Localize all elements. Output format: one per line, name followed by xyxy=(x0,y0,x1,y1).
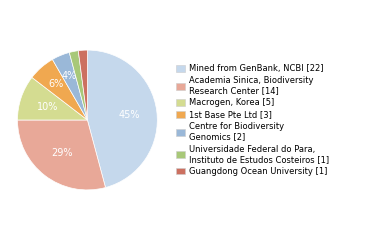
Wedge shape xyxy=(87,50,157,187)
Wedge shape xyxy=(69,51,87,120)
Text: 29%: 29% xyxy=(51,148,73,158)
Wedge shape xyxy=(32,60,87,120)
Text: 4%: 4% xyxy=(62,71,77,81)
Wedge shape xyxy=(17,120,106,190)
Legend: Mined from GenBank, NCBI [22], Academia Sinica, Biodiversity
Research Center [14: Mined from GenBank, NCBI [22], Academia … xyxy=(175,62,331,178)
Text: 45%: 45% xyxy=(118,109,140,120)
Wedge shape xyxy=(78,50,87,120)
Text: 10%: 10% xyxy=(37,102,59,112)
Wedge shape xyxy=(17,78,87,120)
Wedge shape xyxy=(52,53,87,120)
Text: 6%: 6% xyxy=(48,79,64,89)
